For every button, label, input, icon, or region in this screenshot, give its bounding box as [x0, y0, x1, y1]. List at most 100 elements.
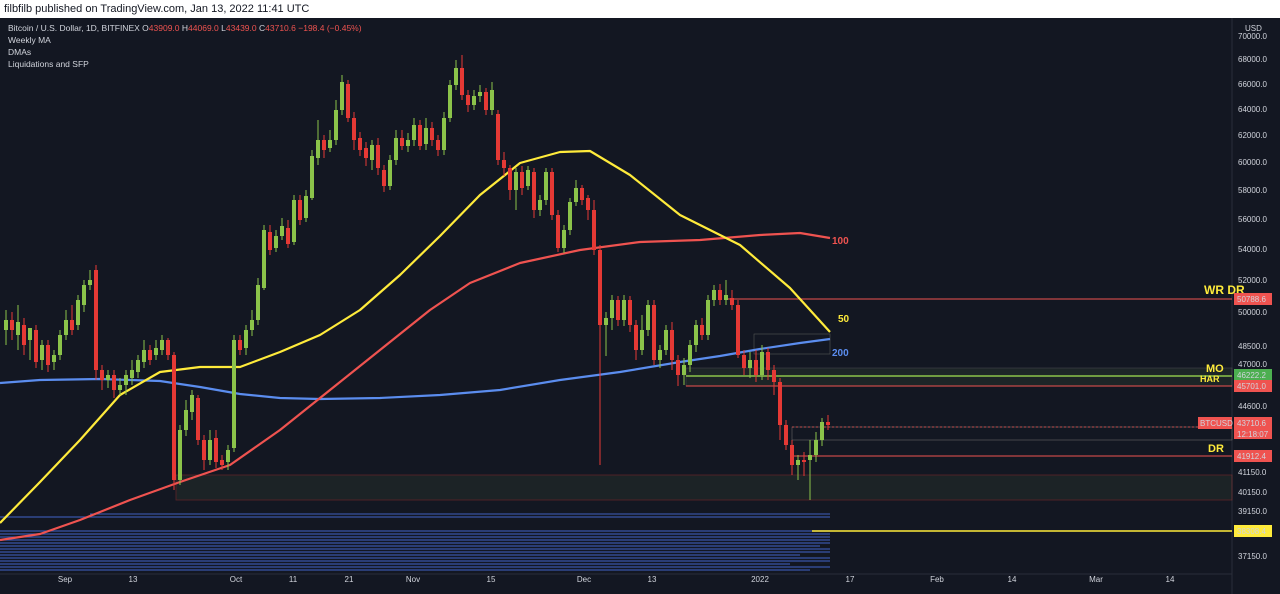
high-value: 44069.0: [188, 23, 219, 33]
candle-body: [778, 382, 782, 425]
candle-body: [106, 375, 110, 380]
y-tick-label: 41150.0: [1238, 468, 1267, 477]
ma100-line: [0, 231, 831, 542]
y-tick-label: 47000.0: [1238, 360, 1267, 369]
candle-body: [322, 140, 326, 150]
candle-body: [748, 360, 752, 368]
candle-body: [586, 198, 590, 210]
y-tick-label: 62000.0: [1238, 131, 1267, 140]
candle-body: [688, 345, 692, 365]
indicator-dmas[interactable]: DMAs: [8, 47, 32, 57]
candle-body: [304, 196, 308, 218]
candle-body: [274, 236, 278, 248]
open-label: O: [142, 23, 149, 33]
candle-body: [610, 300, 614, 318]
range-box: [753, 333, 831, 355]
x-tick-label: 13: [648, 575, 657, 584]
candle-body: [220, 460, 224, 465]
candle-body: [76, 300, 80, 325]
price-label: 43710.6: [1237, 419, 1266, 428]
price-label-bg: [1234, 293, 1272, 305]
candle-body: [226, 450, 230, 462]
chart-annotation: 200: [832, 348, 849, 359]
price-label: 38308.4: [1237, 527, 1266, 536]
candle-body: [166, 340, 170, 355]
price-chart[interactable]: 70000.0 68000.0 66000.0 64000.0 62000.0 60000…: [0, 18, 1280, 594]
y-tick-label: 52000.0: [1238, 276, 1267, 285]
candle-body: [154, 348, 158, 355]
price-label: 41912.4: [1237, 452, 1266, 461]
y-tick-label: 37150.0: [1238, 552, 1267, 561]
candle-body: [370, 145, 374, 160]
candle-body: [808, 455, 812, 460]
close-value: 43710.6: [265, 23, 296, 33]
chart-annotation: 100: [832, 236, 849, 247]
candle-body: [730, 298, 734, 305]
price-label-bg: [1234, 450, 1272, 462]
y-tick-label: 66000.0: [1238, 80, 1267, 89]
candle-body: [316, 140, 320, 158]
candle-body: [388, 160, 392, 186]
candle-body: [802, 460, 806, 462]
candle-body: [454, 68, 458, 85]
candle-body: [502, 160, 506, 168]
candle-body: [148, 350, 152, 360]
price-label-bg: [1234, 369, 1272, 381]
x-tick-label: 21: [345, 575, 354, 584]
candle-body: [736, 305, 740, 355]
indicator-liquidations[interactable]: Liquidations and SFP: [8, 59, 89, 69]
candle-body: [676, 360, 680, 375]
candle-body: [514, 172, 518, 190]
open-value: 43909.0: [148, 23, 180, 33]
candle-body: [358, 138, 362, 150]
candle-body: [742, 355, 746, 368]
candle-body: [574, 188, 578, 202]
candle-body: [364, 148, 368, 158]
candle-body: [592, 210, 596, 250]
candle-body: [754, 360, 758, 375]
candle-body: [118, 385, 122, 390]
candle-body: [700, 325, 704, 335]
candle-body: [34, 330, 38, 362]
candle-body: [136, 360, 140, 372]
ma50-line: [0, 149, 831, 524]
candle-body: [712, 290, 716, 300]
x-tick-label: 17: [846, 575, 855, 584]
candle-body: [88, 280, 92, 285]
indicator-weekly-ma[interactable]: Weekly MA: [8, 35, 51, 45]
candle-body: [286, 228, 290, 244]
candle-body: [580, 188, 584, 200]
publisher-bar: filbfilb published on TradingView.com, J…: [0, 0, 1280, 18]
candle-body: [178, 430, 182, 480]
y-tick-label: 44600.0: [1238, 402, 1267, 411]
candle-body: [826, 422, 830, 425]
x-tick-label: 11: [289, 575, 298, 584]
candle-body: [634, 325, 638, 350]
candle-body: [670, 330, 674, 360]
candle-body: [112, 375, 116, 390]
chart-annotation: DR: [1208, 443, 1224, 455]
x-tick-label: 15: [487, 575, 496, 584]
low-label: L: [221, 23, 226, 33]
x-tick-label: 2022: [751, 575, 769, 584]
candle-body: [460, 68, 464, 95]
candle-body: [190, 395, 194, 412]
x-tick-label: 13: [129, 575, 138, 584]
symbol-tag: BTCUSD: [1200, 419, 1233, 428]
current-range-box: [791, 426, 1233, 441]
candle-body: [466, 95, 470, 105]
candle-body: [22, 325, 26, 345]
candle-body: [172, 355, 176, 480]
candle-body: [562, 230, 566, 248]
candle-body: [208, 440, 212, 460]
price-axis-bg: [1232, 18, 1280, 594]
y-tick-label: 40150.0: [1238, 488, 1267, 497]
candle-body: [694, 325, 698, 345]
price-label: 50788.6: [1237, 295, 1266, 304]
symbol-title: Bitcoin / U.S. Dollar, 1D, BITFINEX: [8, 23, 140, 33]
candle-body: [544, 172, 548, 200]
candle-body: [430, 128, 434, 140]
candle-body: [790, 445, 794, 465]
candle-body: [424, 128, 428, 144]
candle-body: [232, 340, 236, 448]
